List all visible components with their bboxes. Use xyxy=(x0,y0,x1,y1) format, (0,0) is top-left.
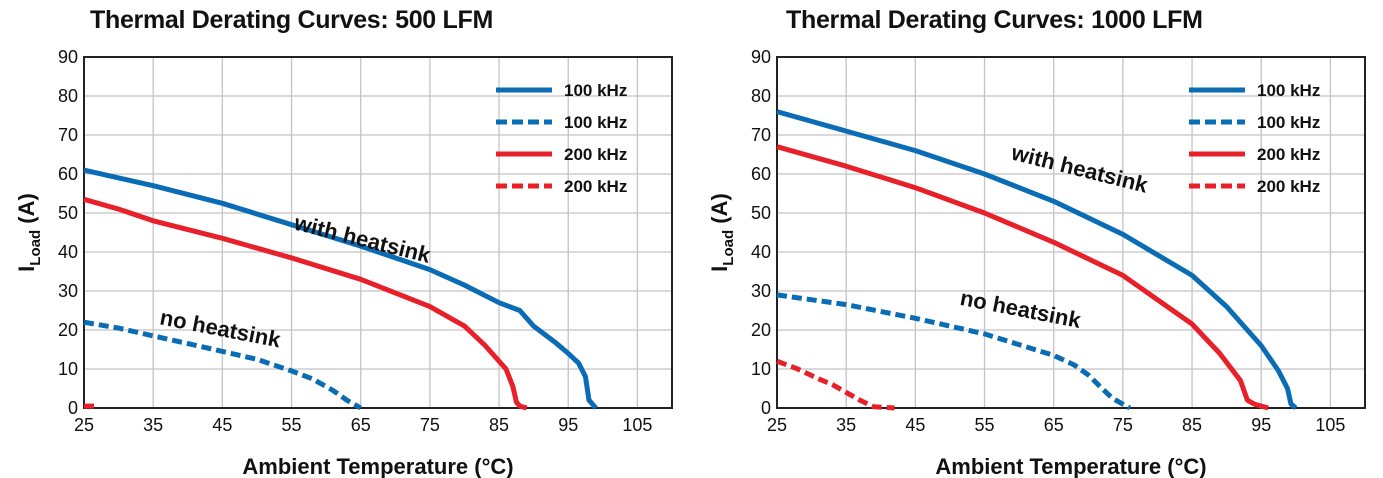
plot-frame xyxy=(776,56,1366,409)
chart-panel-1000lfm: Thermal Derating Curves: 1000 LFM 25 35 45… xyxy=(693,0,1383,478)
y-tick-label: 20 xyxy=(58,320,78,340)
chart-title: Thermal Derating Curves: 500 LFM xyxy=(90,6,494,34)
x-tick-label: 95 xyxy=(1251,415,1271,435)
grid xyxy=(84,57,672,408)
series-line-3 xyxy=(83,196,528,411)
curve-annotation: with heatsink xyxy=(291,210,434,268)
legend-label: 200 kHz xyxy=(564,177,627,196)
y-axis-title: ILoad (A) xyxy=(707,193,737,272)
x-tick-label: 85 xyxy=(489,415,509,435)
y-tick-label: 0 xyxy=(68,398,78,418)
y-tick-label: 80 xyxy=(751,86,771,106)
curve-annotation: with heatsink xyxy=(1008,139,1151,197)
y-tick-label: 50 xyxy=(58,203,78,223)
x-tick-label: 45 xyxy=(905,415,925,435)
x-tick-label: 35 xyxy=(836,415,856,435)
legend-label: 100 kHz xyxy=(564,113,627,132)
series-line-2 xyxy=(776,292,1132,411)
series-line-1 xyxy=(83,167,598,410)
y-tick-label: 90 xyxy=(58,47,78,67)
y-axis-title-main: I xyxy=(14,266,39,272)
y-tick-label: 60 xyxy=(751,164,771,184)
x-axis-title: Ambient Temperature (°C) xyxy=(242,454,513,478)
series-line-1 xyxy=(776,109,1298,410)
x-tick-label: 35 xyxy=(143,415,163,435)
chart-svg: 25 35 45 55 65 75 85 95 105 0 10 20 30 40 50 60 70 80 90 Am… xyxy=(14,47,673,478)
x-axis-title: Ambient Temperature (°C) xyxy=(935,454,1206,478)
x-tick-label: 65 xyxy=(1044,415,1064,435)
x-tick-label: 55 xyxy=(975,415,995,435)
y-tick-label: 40 xyxy=(751,242,771,262)
x-tick-label: 85 xyxy=(1182,415,1202,435)
y-axis-title-main: I xyxy=(707,266,732,272)
legend: 100 kHz 100 kHz 200 kHz 200 kHz xyxy=(1189,81,1320,196)
x-tick-label: 75 xyxy=(1113,415,1133,435)
y-axis-title: ILoad (A) xyxy=(14,193,44,272)
chart-panel-500lfm: Thermal Derating Curves: 500 LFM 25 35 45 5… xyxy=(0,0,690,478)
curve-annotation: no heatsink xyxy=(158,305,284,353)
y-tick-label: 60 xyxy=(58,164,78,184)
y-axis-title-subscript: Load xyxy=(27,230,44,266)
grid xyxy=(777,57,1365,408)
y-axis-title-subscript: Load xyxy=(720,230,737,266)
y-tick-label: 20 xyxy=(751,320,771,340)
curve-annotation: no heatsink xyxy=(958,285,1084,333)
x-tick-label: 105 xyxy=(622,415,652,435)
x-tick-label: 25 xyxy=(767,415,787,435)
chart-svg: 25 35 45 55 65 75 85 95 105 0 10 20 30 40 50 60 70 80 90 Am… xyxy=(707,47,1366,478)
y-tick-label: 10 xyxy=(58,359,78,379)
series-line-4 xyxy=(776,358,895,411)
x-tick-label: 45 xyxy=(212,415,232,435)
y-tick-label: 0 xyxy=(761,398,771,418)
x-tick-label: 105 xyxy=(1315,415,1345,435)
plot-frame xyxy=(83,56,673,409)
legend-label: 200 kHz xyxy=(1257,177,1320,196)
series-line-3 xyxy=(776,144,1269,411)
y-tick-label: 70 xyxy=(58,125,78,145)
legend-label: 200 kHz xyxy=(564,145,627,164)
x-tick-label: 75 xyxy=(420,415,440,435)
y-tick-label: 30 xyxy=(751,281,771,301)
legend-label: 100 kHz xyxy=(564,81,627,100)
y-tick-label: 90 xyxy=(751,47,771,67)
x-tick-label: 65 xyxy=(351,415,371,435)
y-axis-title-unit: (A) xyxy=(14,193,39,230)
legend-label: 100 kHz xyxy=(1257,81,1320,100)
legend: 100 kHz 100 kHz 200 kHz 200 kHz xyxy=(496,81,627,196)
legend-label: 100 kHz xyxy=(1257,113,1320,132)
y-tick-label: 80 xyxy=(58,86,78,106)
y-tick-label: 70 xyxy=(751,125,771,145)
y-tick-label: 50 xyxy=(751,203,771,223)
y-tick-label: 10 xyxy=(751,359,771,379)
legend-label: 200 kHz xyxy=(1257,145,1320,164)
chart-title: Thermal Derating Curves: 1000 LFM xyxy=(786,6,1203,34)
x-tick-label: 55 xyxy=(282,415,302,435)
y-axis-title-unit: (A) xyxy=(707,193,732,230)
y-tick-label: 40 xyxy=(58,242,78,262)
y-tick-label: 30 xyxy=(58,281,78,301)
x-tick-label: 25 xyxy=(74,415,94,435)
x-tick-label: 95 xyxy=(558,415,578,435)
